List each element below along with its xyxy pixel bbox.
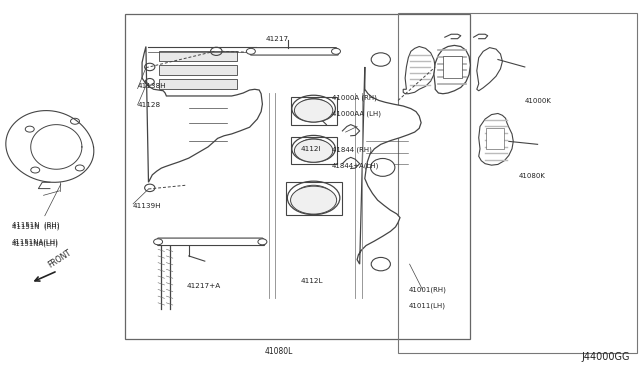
Polygon shape (403, 46, 435, 94)
Bar (443, 56, 462, 78)
Text: 41151NA(LH): 41151NA(LH) (12, 240, 58, 247)
Polygon shape (159, 79, 237, 89)
Text: 41844+A(LH): 41844+A(LH) (332, 162, 379, 169)
Text: 41001(RH): 41001(RH) (408, 286, 446, 293)
Ellipse shape (246, 48, 255, 54)
Bar (486, 128, 504, 149)
Ellipse shape (294, 139, 333, 162)
Ellipse shape (294, 99, 333, 122)
Polygon shape (434, 45, 470, 94)
Ellipse shape (291, 186, 337, 214)
Ellipse shape (332, 48, 340, 54)
Text: FRONT: FRONT (46, 248, 73, 270)
Ellipse shape (258, 239, 267, 245)
Text: 41080K: 41080K (518, 173, 545, 179)
Bar (286, 182, 342, 215)
Polygon shape (142, 46, 262, 182)
Ellipse shape (371, 257, 390, 271)
Polygon shape (159, 51, 237, 61)
Text: 41151N  (RH): 41151N (RH) (12, 224, 59, 230)
Text: 41151N  (RH): 41151N (RH) (12, 222, 59, 228)
Polygon shape (479, 113, 513, 165)
Polygon shape (357, 67, 421, 264)
Text: J44000GG: J44000GG (582, 352, 630, 362)
Bar (398, 13, 637, 353)
Bar (291, 137, 337, 164)
Text: 41844 (RH): 41844 (RH) (332, 146, 371, 153)
Ellipse shape (371, 53, 390, 66)
Polygon shape (159, 65, 237, 75)
Text: 41080L: 41080L (264, 347, 292, 356)
Bar (291, 97, 337, 125)
Ellipse shape (371, 158, 395, 176)
Text: 41000K: 41000K (525, 98, 552, 104)
Text: 41011(LH): 41011(LH) (408, 302, 445, 309)
Text: 41138H: 41138H (138, 83, 166, 89)
Text: 41000AA (LH): 41000AA (LH) (332, 110, 381, 117)
Text: 41217+A: 41217+A (187, 283, 221, 289)
Text: 41217: 41217 (266, 36, 289, 42)
Bar (125, 14, 470, 339)
Text: 41151NA(LH): 41151NA(LH) (12, 238, 58, 245)
Text: 4112I: 4112I (301, 146, 321, 152)
Text: 41139H: 41139H (133, 203, 162, 209)
Polygon shape (477, 48, 502, 91)
Polygon shape (157, 238, 266, 246)
Polygon shape (250, 48, 339, 55)
Ellipse shape (154, 239, 163, 245)
Text: 41128: 41128 (138, 102, 161, 108)
Text: 41000A (RH): 41000A (RH) (332, 94, 376, 101)
Text: 4112L: 4112L (301, 278, 323, 284)
